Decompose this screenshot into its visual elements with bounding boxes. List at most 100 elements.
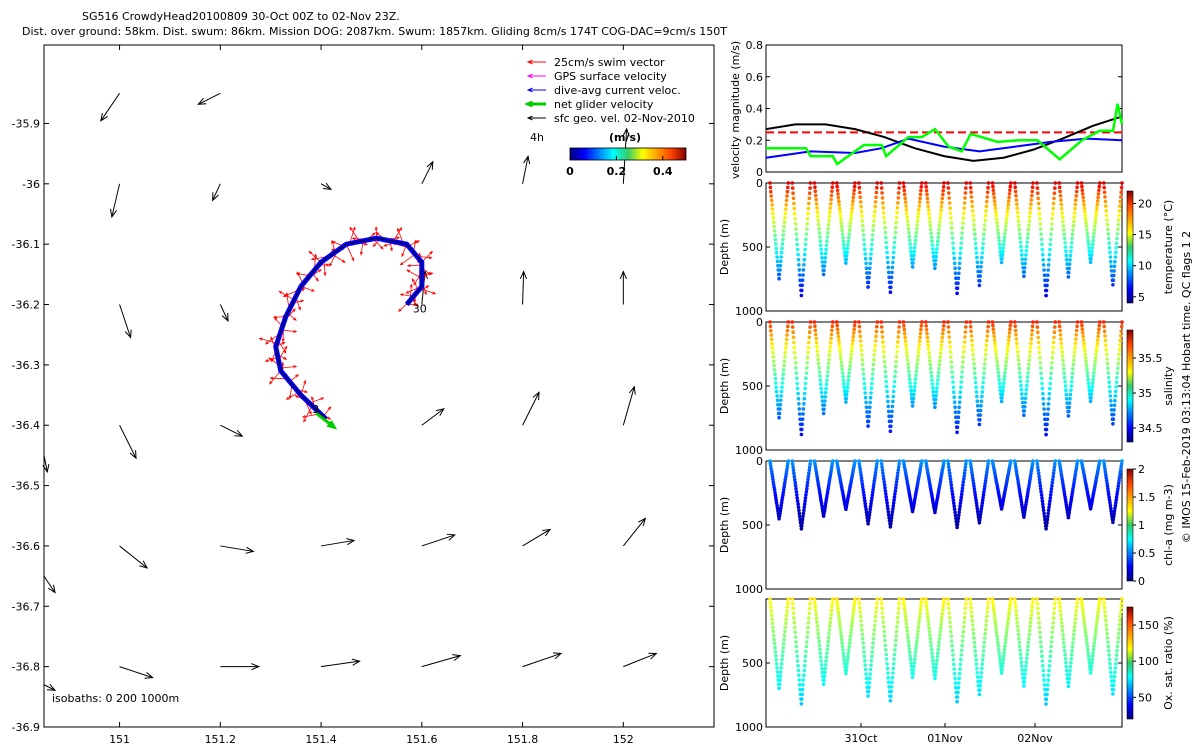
swim-vector	[392, 226, 403, 242]
legend-symbol	[526, 59, 546, 65]
depth-tick-label: 0	[756, 455, 763, 468]
depth-axis-label: Depth (m)	[718, 358, 731, 414]
geo-arrow	[220, 663, 261, 671]
geo-arrow	[212, 183, 221, 202]
geo-arrow	[619, 270, 627, 305]
track-end-label: 3	[312, 403, 319, 416]
map-y-tick-label: -36.7	[12, 600, 40, 613]
depth-axis-label: Depth (m)	[718, 635, 731, 691]
velocity-tick-label: 0.4	[746, 103, 764, 116]
swim-vector	[349, 226, 361, 242]
velocity-series-line	[766, 103, 1124, 166]
map-y-tick-label: -36.4	[12, 419, 40, 432]
colorbar-label: chl-a (mg m-3)	[1162, 484, 1175, 566]
depth-tick-label: 500	[742, 380, 763, 393]
colorbar-label: temperature (°C)	[1162, 200, 1175, 294]
colorbar-tick-label: 10	[1138, 260, 1152, 273]
legend-symbol	[526, 73, 546, 79]
velocity-ylabel: velocity magnitude (m/s)	[729, 41, 742, 179]
profile-points	[768, 320, 1124, 437]
colorbar-tick-label: 150	[1138, 619, 1159, 632]
geo-arrow	[110, 183, 121, 219]
geo-arrow	[320, 658, 361, 668]
geo-arrow	[219, 304, 229, 323]
legend-symbol	[524, 100, 546, 108]
velocity-series-line	[765, 137, 1123, 159]
map-y-tick-label: -36.6	[12, 540, 40, 553]
geo-arrow	[100, 93, 120, 122]
geo-arrow	[197, 92, 221, 105]
swim-vector	[258, 337, 277, 344]
map-colorbar-tick: 0.2	[607, 165, 627, 178]
geo-arrow	[42, 455, 50, 474]
profile-points	[768, 181, 1124, 298]
geo-arrow	[522, 391, 540, 426]
geo-arrow	[320, 182, 333, 190]
swim-vector	[269, 370, 282, 385]
depth-tick-label: 500	[742, 241, 763, 254]
map-colorbar-ticks: 0 0.2 0.4	[566, 156, 673, 178]
map-colorbar-tick: 0.4	[653, 165, 673, 178]
map-frame	[43, 44, 715, 728]
geo-arrow	[220, 545, 255, 554]
net-glider-velocity-arrow	[315, 412, 338, 430]
depth-tick-label: 0	[756, 316, 763, 329]
profile-panel-oxygen: 500 1000 Depth (m) 50 100 150 Ox. sat. ratio (…	[718, 597, 1175, 745]
depth-tick-label: 1000	[735, 721, 763, 734]
glider-track: 30 3	[273, 235, 427, 430]
profile-points	[768, 597, 1124, 706]
geo-arrow	[220, 424, 244, 437]
map-y-ticks: -35.9 -36 -36.1 -36.2 -36.3 -36.4 -36.5 -36.6 -3…	[12, 117, 714, 734]
map-y-tick-label: -36.8	[12, 661, 40, 674]
isobaths-label: isobaths: 0 200 1000m	[52, 692, 179, 705]
velocity-tick-label: 0.8	[746, 39, 764, 52]
geo-arrow	[421, 533, 457, 547]
map-colorbar-label: (m/s)	[609, 131, 641, 144]
depth-tick-label: 1000	[735, 444, 763, 457]
colorbar-tick-label: 1.5	[1138, 491, 1156, 504]
map-y-tick-label: -36.1	[12, 238, 40, 251]
legend-entry: dive-avg current veloc.	[554, 84, 681, 97]
colorbar-label: salinity	[1162, 366, 1175, 406]
geo-arrow	[119, 545, 149, 569]
colorbar	[1126, 329, 1134, 443]
legend-entry: sfc geo. vel. 02-Nov-2010	[554, 112, 695, 125]
colorbar	[1126, 468, 1134, 582]
depth-tick-label: 500	[742, 519, 763, 532]
colorbar	[1126, 606, 1134, 720]
colorbar-tick-label: 50	[1138, 691, 1152, 704]
swim-vector	[399, 253, 416, 266]
geo-arrow	[522, 155, 531, 184]
legend-symbol	[526, 115, 546, 121]
colorbar-tick-label: 0.5	[1138, 547, 1156, 560]
velocity-series-line	[765, 115, 1123, 162]
time-tick-label: 01Nov	[927, 732, 963, 745]
colorbar-tick-label: 100	[1138, 655, 1159, 668]
geo-arrow	[623, 652, 658, 668]
geo-arrow	[119, 425, 137, 460]
legend-symbol	[526, 87, 546, 93]
map-y-tick-label: -36.9	[12, 721, 40, 734]
map-y-tick-label: -36.5	[12, 480, 40, 493]
depth-axis-label: Depth (m)	[718, 497, 731, 553]
velocity-panel: 0 0.2 0.4 0.6 0.8 velocity magnitude (m/s)	[729, 39, 1124, 179]
chart-title-line2: Dist. over ground: 58km. Dist. swum: 86k…	[22, 25, 727, 38]
map-colorbar-tick: 0	[566, 165, 574, 178]
geo-arrow	[119, 304, 132, 339]
legend-entry: 25cm/s swim vector	[554, 56, 665, 69]
geo-arrow	[421, 407, 445, 426]
map-x-tick-label: 151	[109, 733, 130, 746]
geo-arrow	[519, 270, 528, 305]
colorbar-tick-label: 0	[1138, 575, 1145, 588]
map-x-tick-label: 152	[613, 733, 634, 746]
map-x-tick-label: 151.6	[406, 733, 438, 746]
swim-vector	[345, 244, 355, 262]
time-tick-label: 02Nov	[1017, 732, 1053, 745]
map-x-tick-label: 151.4	[305, 733, 337, 746]
map-y-tick-label: -36.3	[12, 359, 40, 372]
geo-arrow	[622, 517, 647, 547]
map-colorbar	[569, 147, 687, 161]
colorbar-tick-label: 35.5	[1138, 352, 1163, 365]
